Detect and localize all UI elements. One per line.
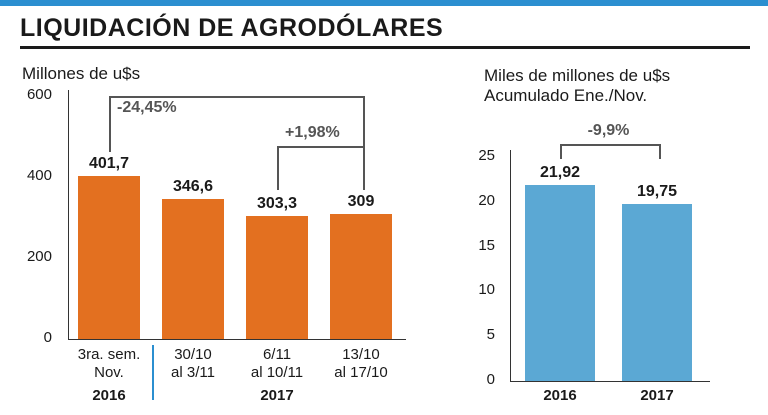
right-bar-value: 21,92	[539, 163, 581, 181]
right-y-tick: 0	[486, 371, 495, 388]
left-bar	[246, 216, 308, 339]
left-change-label: -24,45%	[113, 99, 181, 117]
left-category-label: 6/11 al 10/11	[232, 346, 322, 382]
title-rule	[20, 46, 750, 49]
top-accent-bar	[0, 0, 768, 6]
category-line: al 17/10	[334, 364, 388, 381]
left-x-axis	[68, 339, 406, 340]
category-line: Nov.	[94, 364, 124, 381]
right-change-label: -9,9%	[587, 122, 630, 139]
right-change-bracket	[560, 144, 661, 159]
category-line: al 10/11	[250, 364, 304, 381]
category-line: 30/10	[174, 346, 212, 363]
left-bar-value: 303,3	[256, 195, 298, 213]
right-y-tick: 15	[478, 236, 495, 254]
left-category-label: 30/10 al 3/11	[148, 346, 238, 382]
left-change-bracket	[277, 146, 365, 190]
right-y-tick: 10	[478, 281, 495, 299]
category-line: 3ra. sem.	[77, 346, 141, 363]
left-category-label: 3ra. sem. Nov.	[64, 346, 154, 382]
right-bar	[525, 184, 595, 381]
left-year-label: 2017	[260, 387, 294, 404]
category-line: 6/11	[262, 346, 292, 363]
left-bar-value: 401,7	[88, 155, 130, 173]
right-y-tick: 20	[478, 191, 495, 209]
left-y-tick: 400	[26, 167, 52, 184]
right-subtitle-2: Acumulado Ene./Nov.	[484, 86, 648, 105]
year-separator	[152, 345, 154, 400]
left-y-axis	[68, 90, 69, 340]
left-y-tick: 0	[43, 329, 52, 346]
right-subtitle: Miles de millones de u$s	[484, 66, 671, 85]
right-x-axis	[510, 381, 710, 382]
left-y-tick: 200	[26, 248, 52, 265]
left-bar	[330, 213, 392, 339]
chart-title: LIQUIDACIÓN DE AGRODÓLARES	[20, 14, 444, 42]
left-year-label: 2016	[92, 387, 126, 404]
right-bar-value: 19,75	[636, 183, 678, 201]
left-bar	[78, 176, 140, 339]
left-bar-value: 309	[347, 192, 375, 210]
category-line: al 3/11	[171, 364, 215, 381]
category-line: 13/10	[342, 346, 380, 363]
right-bar	[622, 204, 692, 381]
right-category-label: 2016	[543, 387, 577, 404]
right-y-tick: 5	[486, 326, 495, 344]
left-bar	[162, 198, 224, 339]
left-bar-value: 346,6	[172, 177, 214, 195]
left-change-label: +1,98%	[281, 124, 344, 142]
right-y-axis	[510, 150, 511, 382]
right-category-label: 2017	[640, 387, 674, 404]
right-y-tick: 25	[478, 147, 495, 164]
left-y-tick: 600	[26, 86, 52, 103]
left-change-bracket	[109, 96, 365, 153]
left-subtitle: Millones de u$s	[22, 64, 141, 83]
left-category-label: 13/10 al 17/10	[316, 346, 406, 382]
